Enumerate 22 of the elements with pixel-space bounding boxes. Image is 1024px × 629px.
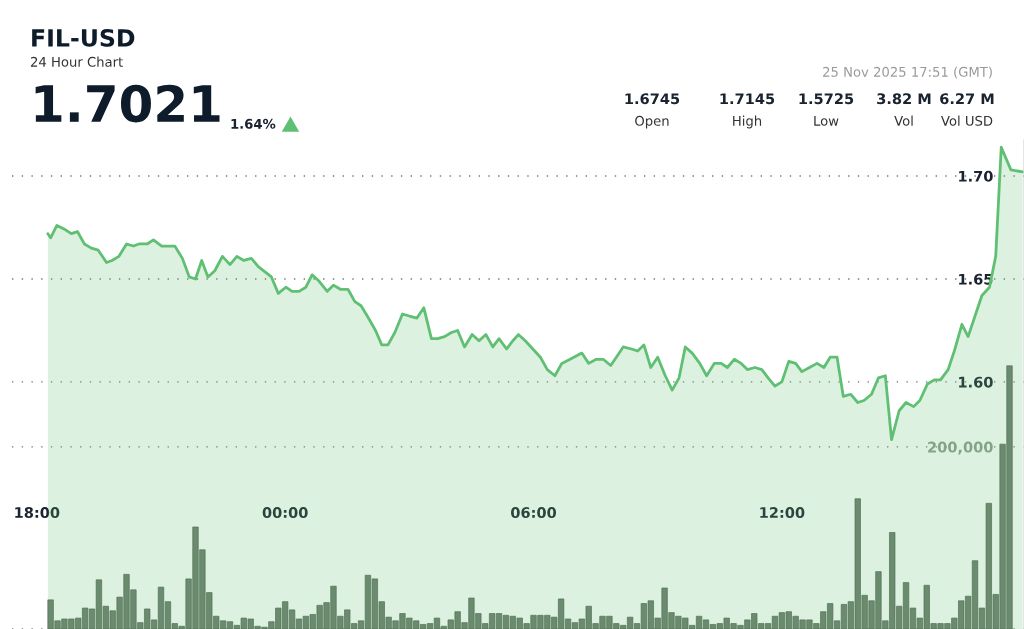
y-tick-label: 1.60 [959,376,993,388]
chart-subtitle: 24 Hour Chart [30,56,123,67]
text: Open [635,115,669,129]
x-tick-label: 18:00 [15,507,60,519]
text: 6.27 M [940,93,994,105]
x-tick-label: 06:00 [511,507,557,519]
text: 3.82 M [877,93,931,105]
text: Vol [894,115,913,126]
text: 1.7021 [35,84,220,123]
text: 1.6745 [625,93,680,105]
y-tick-label: 1.70 [959,170,993,182]
text: 1.5725 [799,93,854,105]
text: 1.64% [231,118,276,129]
y2-tick-label: 200,000 [928,441,993,455]
text: Vol USD [941,115,993,126]
text: 1.7145 [720,93,775,105]
text: 25 Nov 2025 17:51 (GMT) [823,66,992,79]
text: Low [814,116,839,126]
chart-title: FIL-USD [32,28,135,47]
x-tick-label: 12:00 [760,507,805,519]
x-tick-label: 00:00 [262,507,308,519]
text: High [733,115,762,129]
